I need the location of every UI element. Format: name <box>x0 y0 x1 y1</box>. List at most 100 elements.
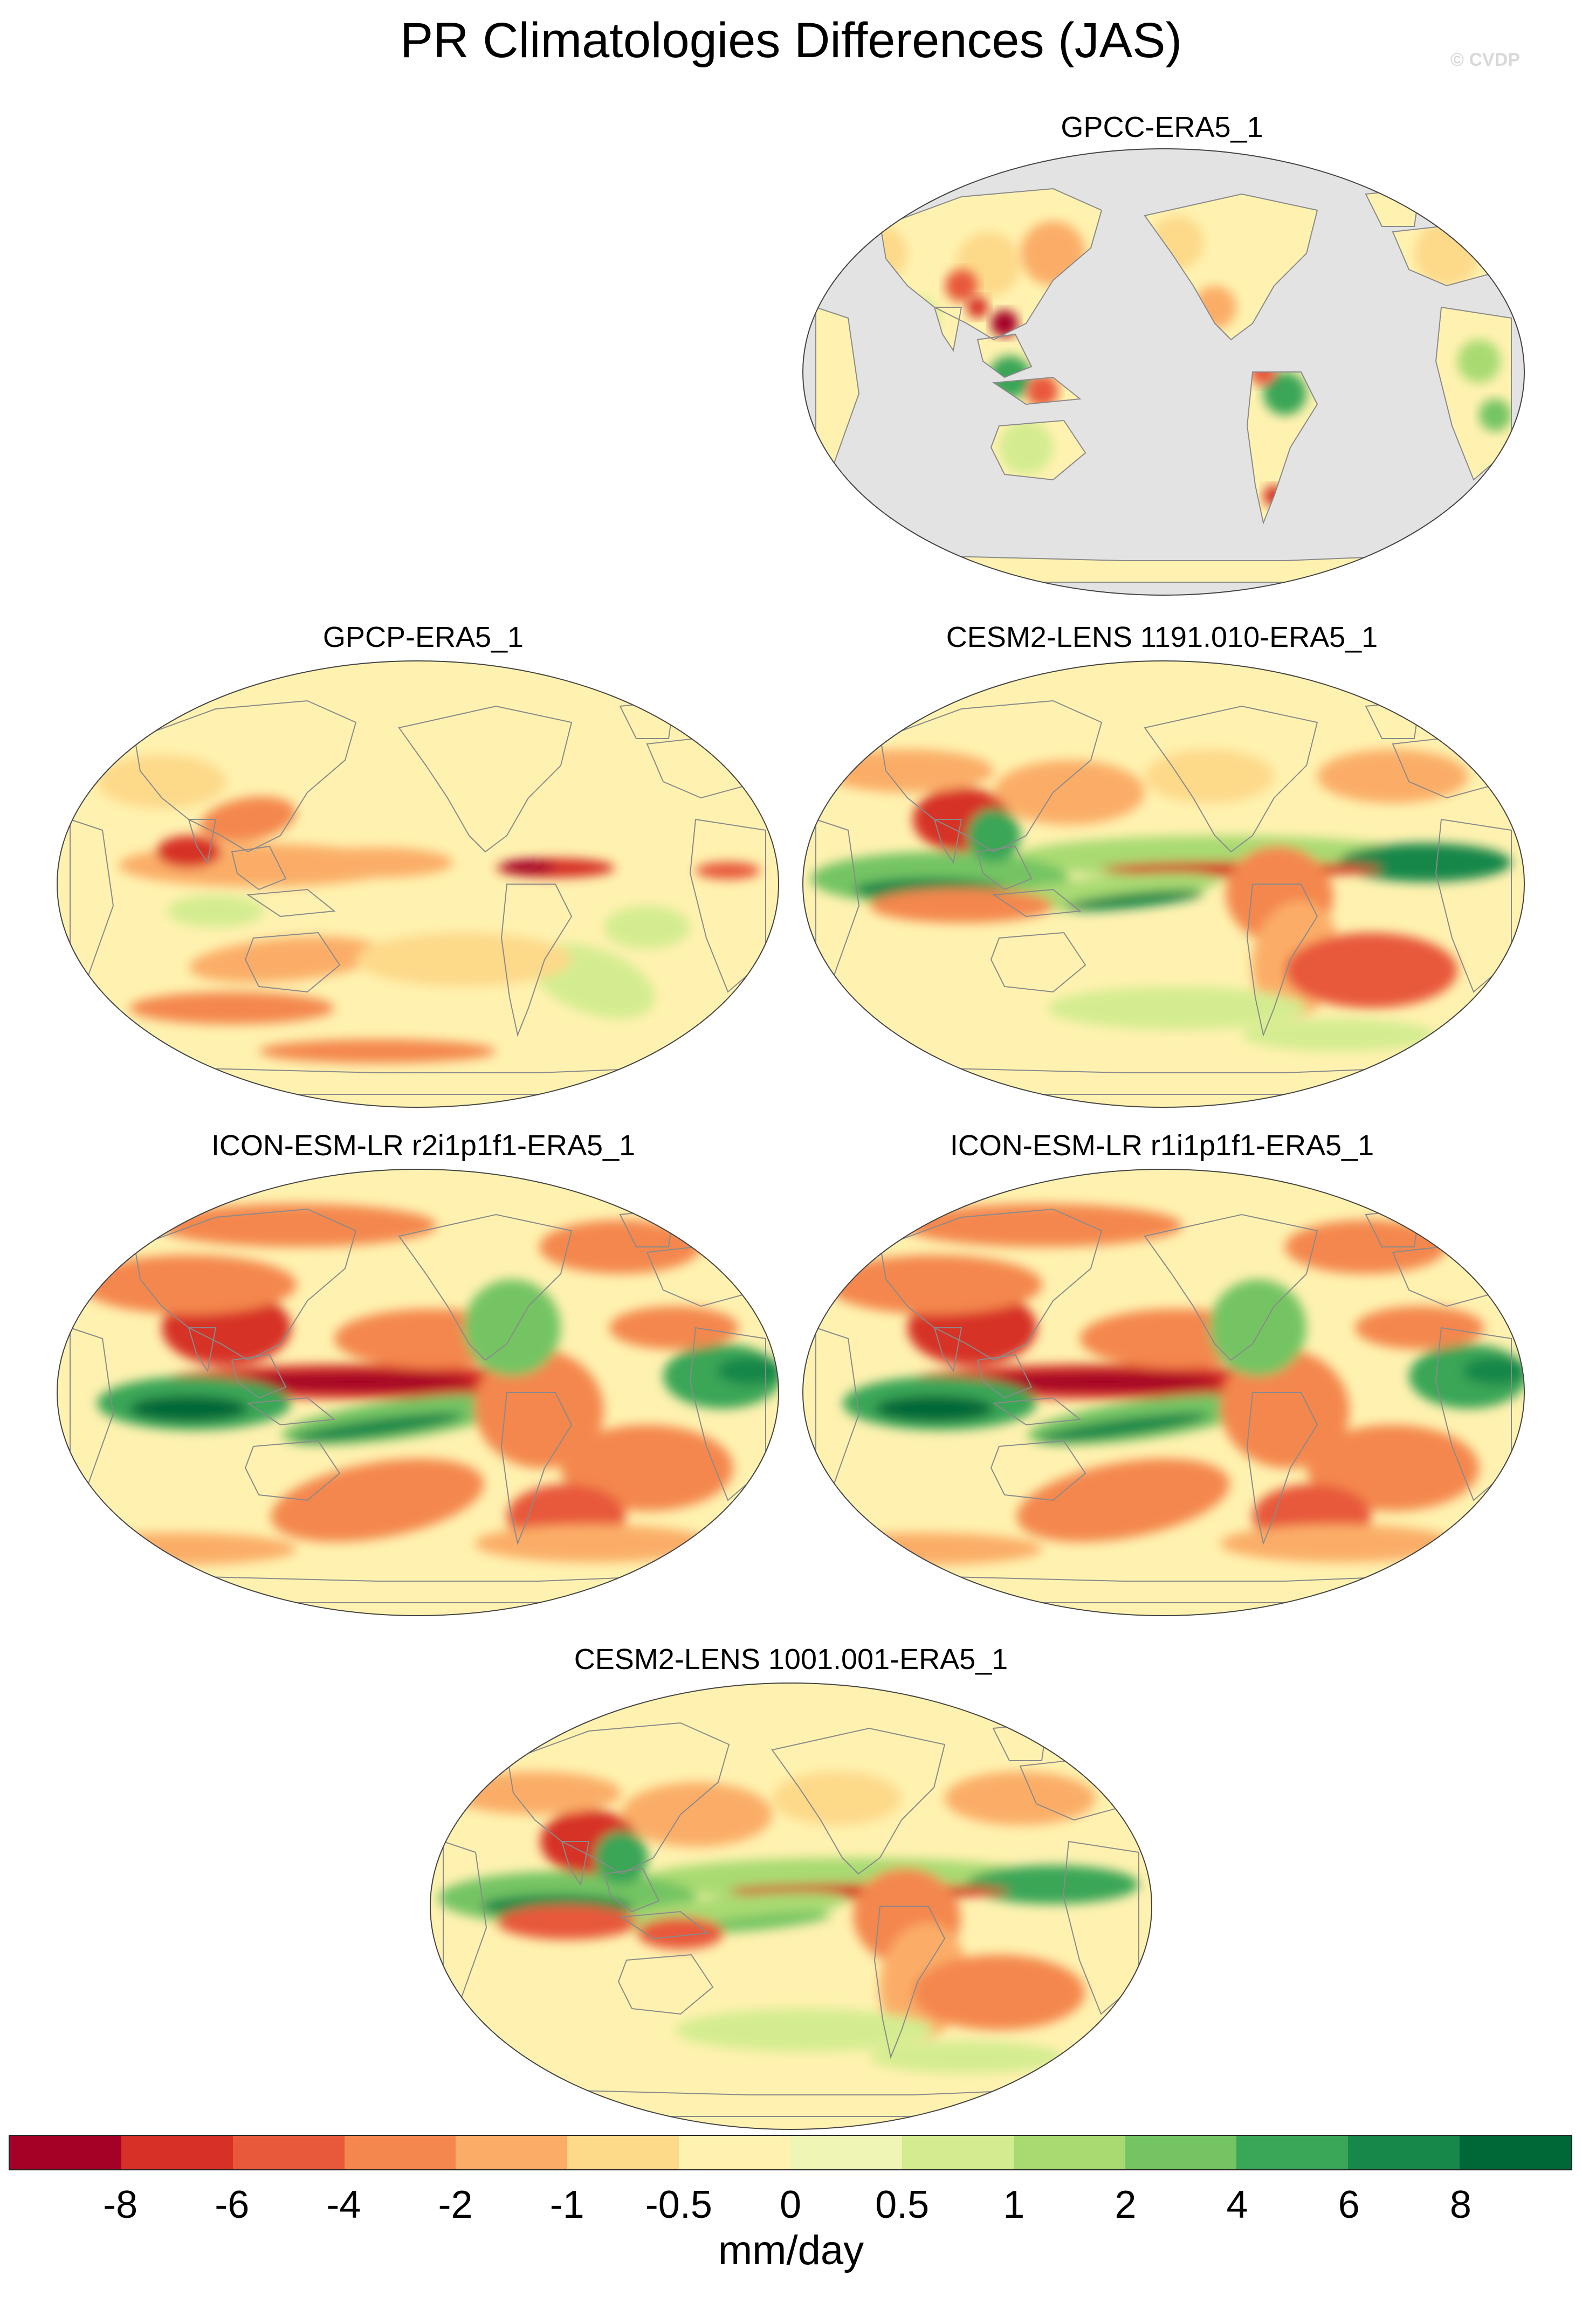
precip-anomaly-patch <box>189 936 383 983</box>
precip-anomaly-patch <box>821 749 994 792</box>
colorbar-segment <box>790 2136 902 2169</box>
precip-anomaly-patch <box>156 1204 437 1247</box>
colorbar-segment <box>10 2136 121 2169</box>
precip-anomaly-patch <box>1285 933 1457 1008</box>
panel-title-cesm2-1191: CESM2-LENS 1191.010-ERA5_1 <box>946 621 1378 653</box>
precip-anomaly-patch <box>200 796 296 843</box>
precip-anomaly-patch <box>875 1396 994 1422</box>
colorbar-tick-label: 4 <box>1226 2183 1248 2226</box>
precip-anomaly-patch <box>129 1396 248 1422</box>
colorbar-segment <box>567 2136 679 2169</box>
map-icon-r1 <box>800 1166 1528 1619</box>
precip-anomaly-patch <box>1064 889 1204 911</box>
precip-anomaly-patch <box>945 270 978 302</box>
colorbar-segment <box>1236 2136 1349 2169</box>
map-border <box>802 148 1525 596</box>
precip-anomaly-patch <box>621 1782 772 1847</box>
precip-anomaly-patch <box>1463 1357 1524 1385</box>
map-border <box>57 1169 779 1616</box>
map-border <box>802 660 1525 1108</box>
precip-anomaly-patch <box>1306 1425 1479 1511</box>
precip-anomaly-patch <box>292 1412 463 1443</box>
map-svg <box>57 1169 779 1616</box>
precip-anomaly-patch <box>1285 1220 1447 1274</box>
cvdp-watermark: © CVDP <box>1450 50 1520 70</box>
precip-anomaly-patch <box>449 1771 621 1815</box>
precip-anomaly-patch <box>167 895 264 927</box>
colorbar-segment <box>1125 2136 1237 2169</box>
precip-anomaly-patch <box>1145 749 1274 803</box>
map-svg <box>57 660 779 1108</box>
precip-anomaly-patch <box>609 1306 739 1349</box>
map-border <box>57 660 779 1108</box>
map-svg <box>802 660 1525 1108</box>
precip-anomaly-patch <box>356 933 572 987</box>
panel-title-icon-r1: ICON-ESM-LR r1i1p1f1-ERA5_1 <box>950 1129 1374 1162</box>
precip-anomaly-patch <box>271 1458 484 1542</box>
panel-title-cesm2-1001: CESM2-LENS 1001.001-ERA5_1 <box>574 1643 1008 1675</box>
precip-anomaly-patch <box>237 717 410 760</box>
precip-anomaly-patch <box>561 1425 733 1511</box>
map-border <box>802 1169 1525 1616</box>
precip-anomaly-patch <box>983 1372 1220 1391</box>
precip-anomaly-patch <box>772 1771 902 1825</box>
colorbar-tick-label: -0.5 <box>645 2183 712 2226</box>
colorbar-segment <box>1013 2136 1125 2169</box>
precip-anomaly-patch <box>1048 987 1306 1030</box>
panel-title-gpcc: GPCC-ERA5_1 <box>1061 111 1263 143</box>
precip-anomaly-patch <box>870 888 1053 923</box>
precip-anomaly-patch <box>966 1865 1139 1904</box>
colorbar-tick-label: 8 <box>1449 2183 1471 2226</box>
precip-anomaly-patch <box>696 862 760 879</box>
precip-anomaly-patch <box>637 1917 724 1949</box>
precip-anomaly-patch <box>675 2009 934 2052</box>
colorbar-segment <box>902 2136 1014 2169</box>
precip-anomaly-patch <box>497 1905 637 1940</box>
map-icon-r2 <box>54 1166 782 1619</box>
precip-anomaly-patch <box>302 847 453 878</box>
precip-anomaly-patch <box>464 1279 561 1376</box>
precip-anomaly-patch <box>604 906 690 949</box>
colorbar-tick-label: 6 <box>1338 2183 1360 2226</box>
precip-anomaly-patch <box>827 1255 1042 1314</box>
precip-anomaly-patch <box>1263 372 1306 415</box>
precip-anomaly-patch <box>1317 749 1468 803</box>
precip-anomaly-patch <box>902 1204 1182 1247</box>
map-svg <box>802 148 1525 596</box>
map-border <box>430 1682 1152 2130</box>
panel-title-icon-r2: ICON-ESM-LR r2i1p1f1-ERA5_1 <box>211 1129 636 1162</box>
colorbar-tick-label: 1 <box>1003 2183 1025 2226</box>
precip-anomaly-patch <box>1220 1349 1350 1468</box>
precip-anomaly-patch <box>474 1349 604 1468</box>
precip-anomaly-patch <box>1479 399 1511 431</box>
map-gpcp <box>54 658 782 1111</box>
precip-anomaly-patch <box>994 760 1145 825</box>
precip-anomaly-patch <box>501 859 555 874</box>
precip-anomaly-patch <box>1242 1019 1436 1051</box>
colorbar-tick-label: 0.5 <box>875 2183 930 2226</box>
precip-anomaly-patch <box>1209 1279 1306 1376</box>
precip-anomaly-patch <box>945 1771 1096 1825</box>
colorbar-tick-label: -1 <box>549 2183 584 2226</box>
map-cesm2-1001 <box>427 1680 1155 2133</box>
precip-anomaly-patch <box>156 836 221 868</box>
precip-anomaly-patch <box>805 1533 1042 1565</box>
precip-anomaly-patch <box>967 809 1021 863</box>
panel-title-gpcp: GPCP-ERA5_1 <box>322 621 524 653</box>
coastlines <box>815 1208 1512 1603</box>
map-gpcc <box>800 146 1528 598</box>
precip-anomaly-patch <box>691 1912 831 1933</box>
precip-anomaly-patch <box>1355 1306 1484 1349</box>
precip-anomaly-patch <box>967 296 988 318</box>
precip-anomaly-patch <box>999 420 1053 474</box>
precip-anomaly-patch <box>1457 340 1501 383</box>
colorbar-tick-label: -2 <box>438 2183 473 2226</box>
colorbar-segment <box>121 2136 233 2169</box>
colorbar-tick-label: -4 <box>326 2183 361 2226</box>
precip-anomaly-patch <box>259 1039 496 1063</box>
precip-anomaly-patch <box>1016 1458 1230 1542</box>
colorbar-tick-label: -6 <box>215 2183 250 2226</box>
colorbar-segment <box>344 2136 456 2169</box>
map-svg <box>430 1682 1152 2130</box>
precip-anomaly-patch <box>237 1372 474 1391</box>
